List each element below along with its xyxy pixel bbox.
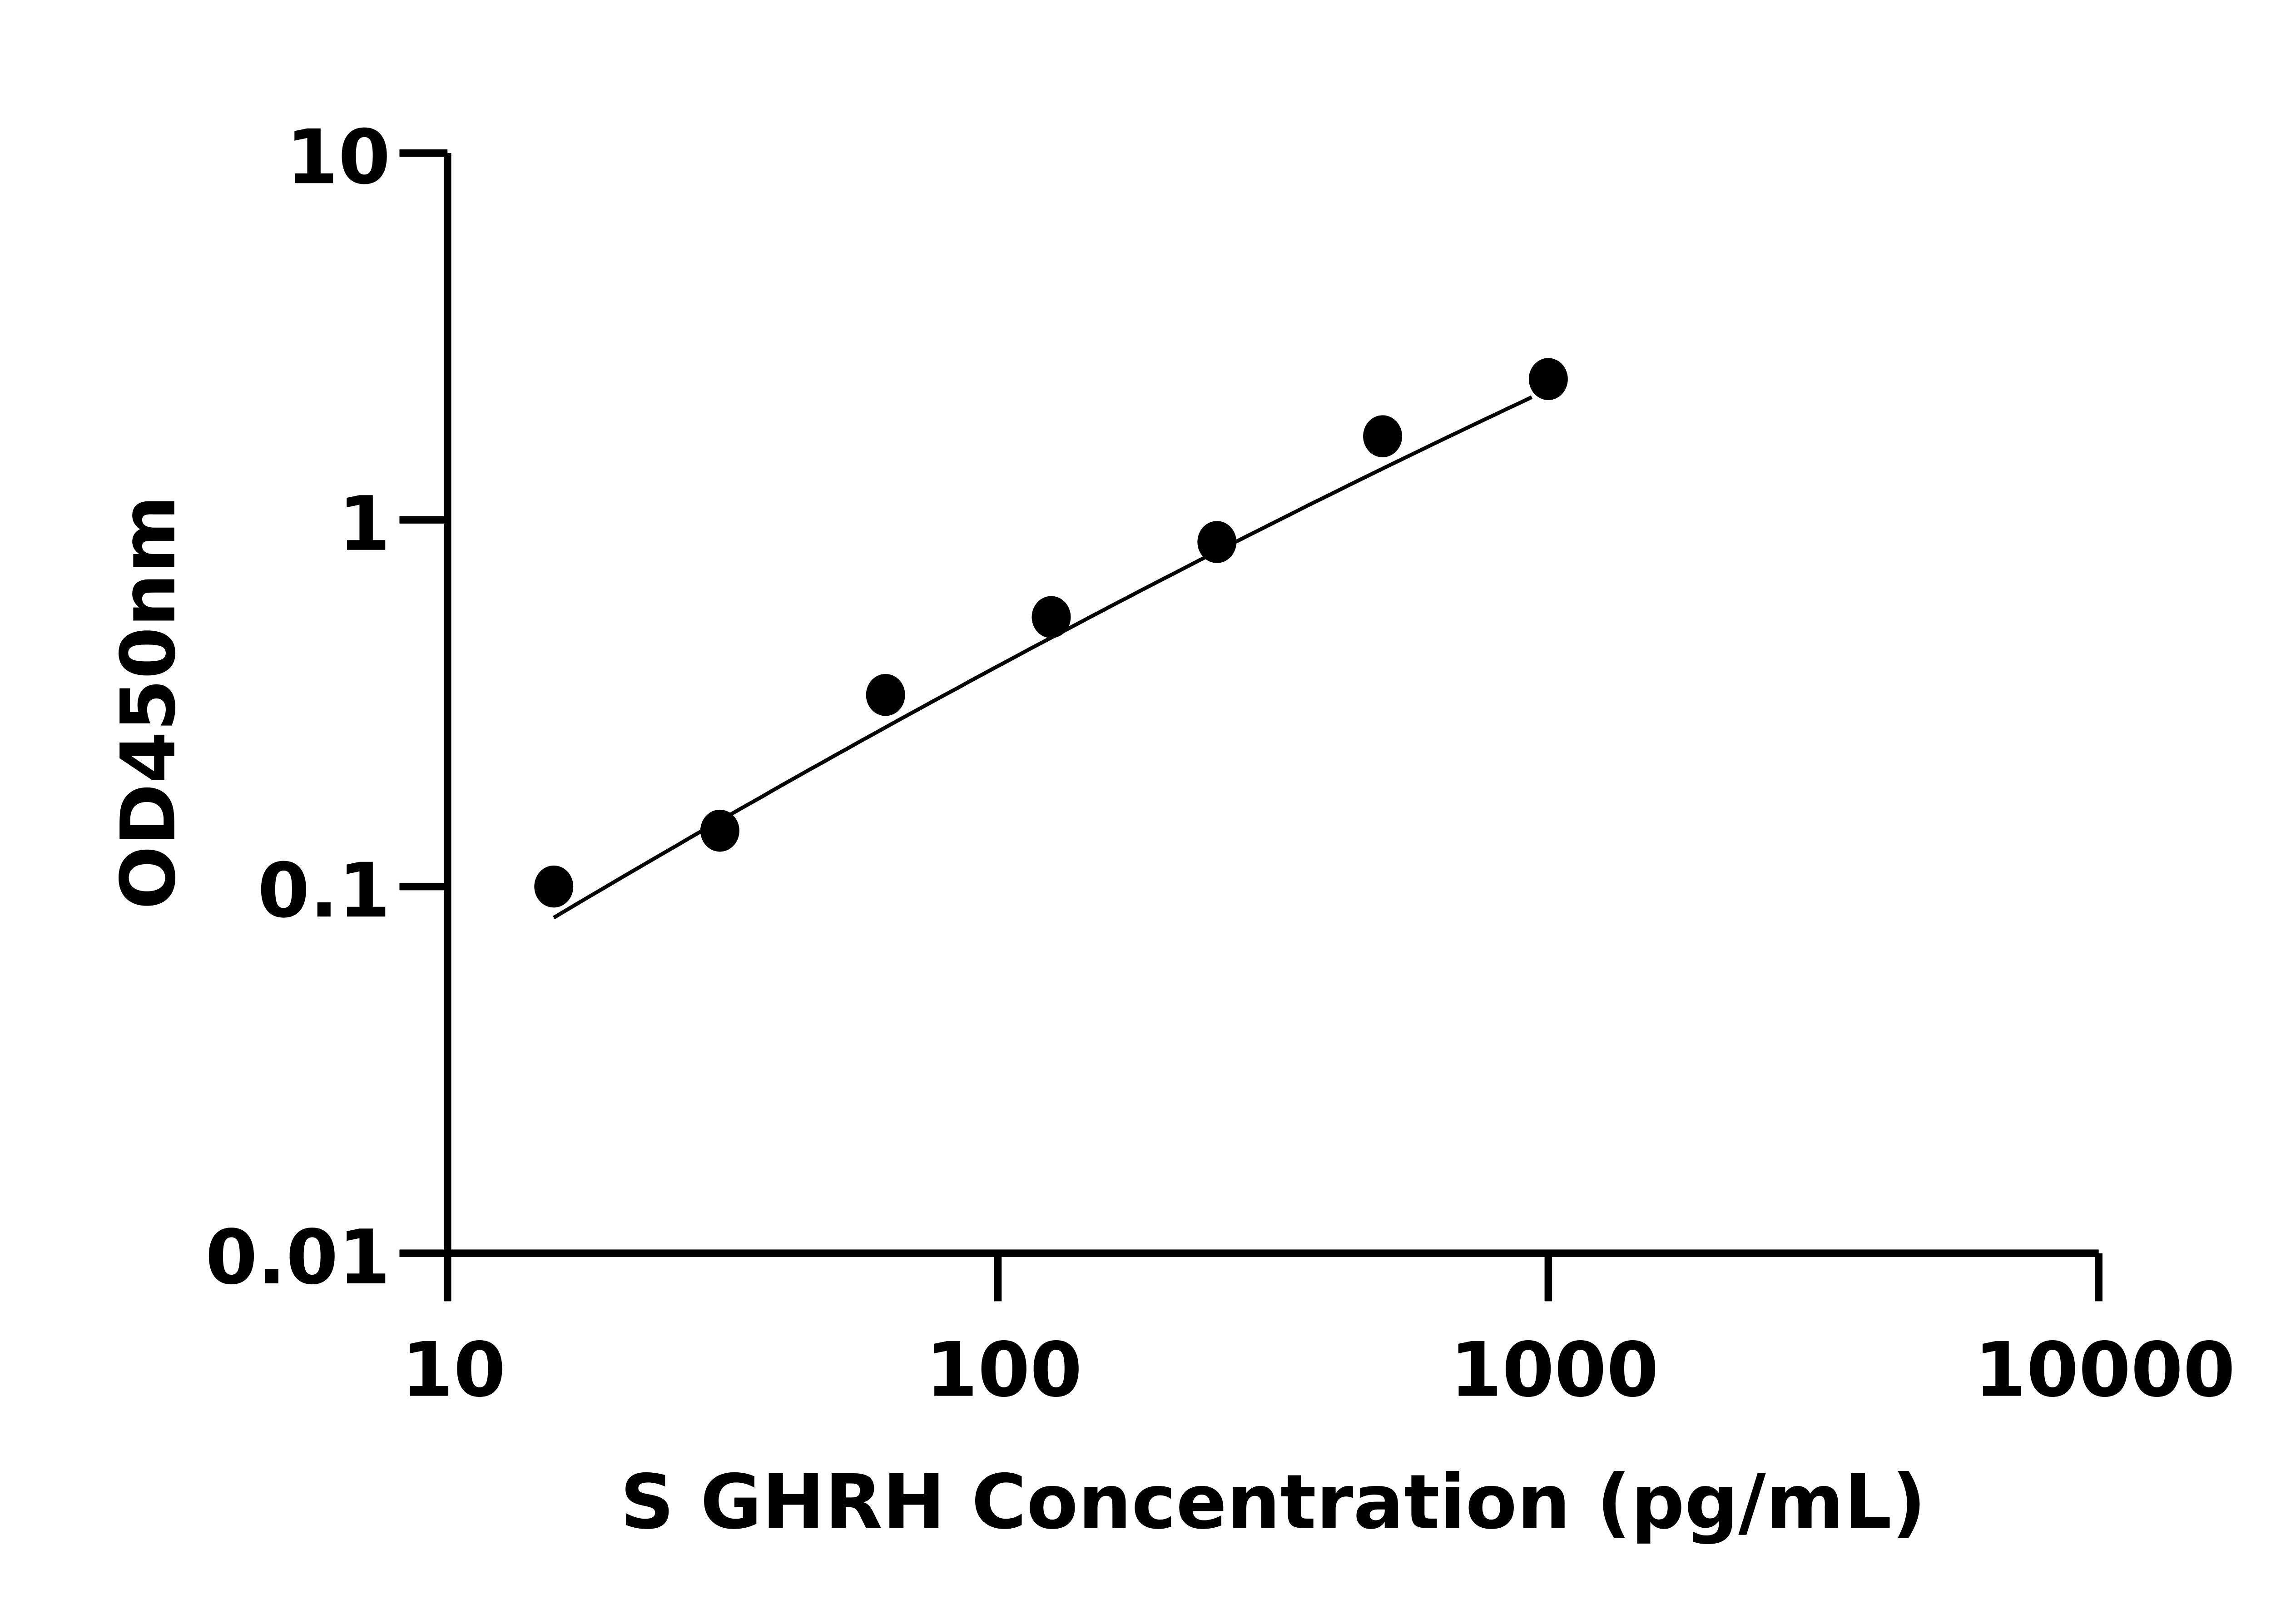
y-tick-label: 10 — [286, 114, 391, 201]
data-point — [1363, 415, 1403, 457]
data-point — [1528, 358, 1568, 400]
y-axis-label: OD450nm — [105, 495, 192, 910]
y-tick-label: 0.1 — [258, 847, 391, 934]
x-tick-label: 100 — [926, 1327, 1082, 1414]
x-tick-label: 10000 — [1974, 1327, 2235, 1414]
data-point — [866, 673, 905, 716]
data-point — [1031, 596, 1071, 639]
data-point — [1197, 521, 1237, 563]
x-tick-label: 10 — [401, 1327, 506, 1414]
y-tick-label: 0.01 — [205, 1214, 391, 1301]
x-axis-label: S GHRH Concentration (pg/mL) — [620, 1458, 1926, 1545]
data-points — [534, 358, 1568, 908]
data-point — [700, 809, 739, 852]
y-tick-label: 1 — [338, 480, 391, 568]
fit-curve — [553, 395, 1533, 920]
x-tick-label: 1000 — [1450, 1327, 1659, 1414]
axes: 0.01 0.1 1 10 10 100 1000 10000 — [205, 114, 2235, 1413]
data-point — [534, 865, 574, 908]
